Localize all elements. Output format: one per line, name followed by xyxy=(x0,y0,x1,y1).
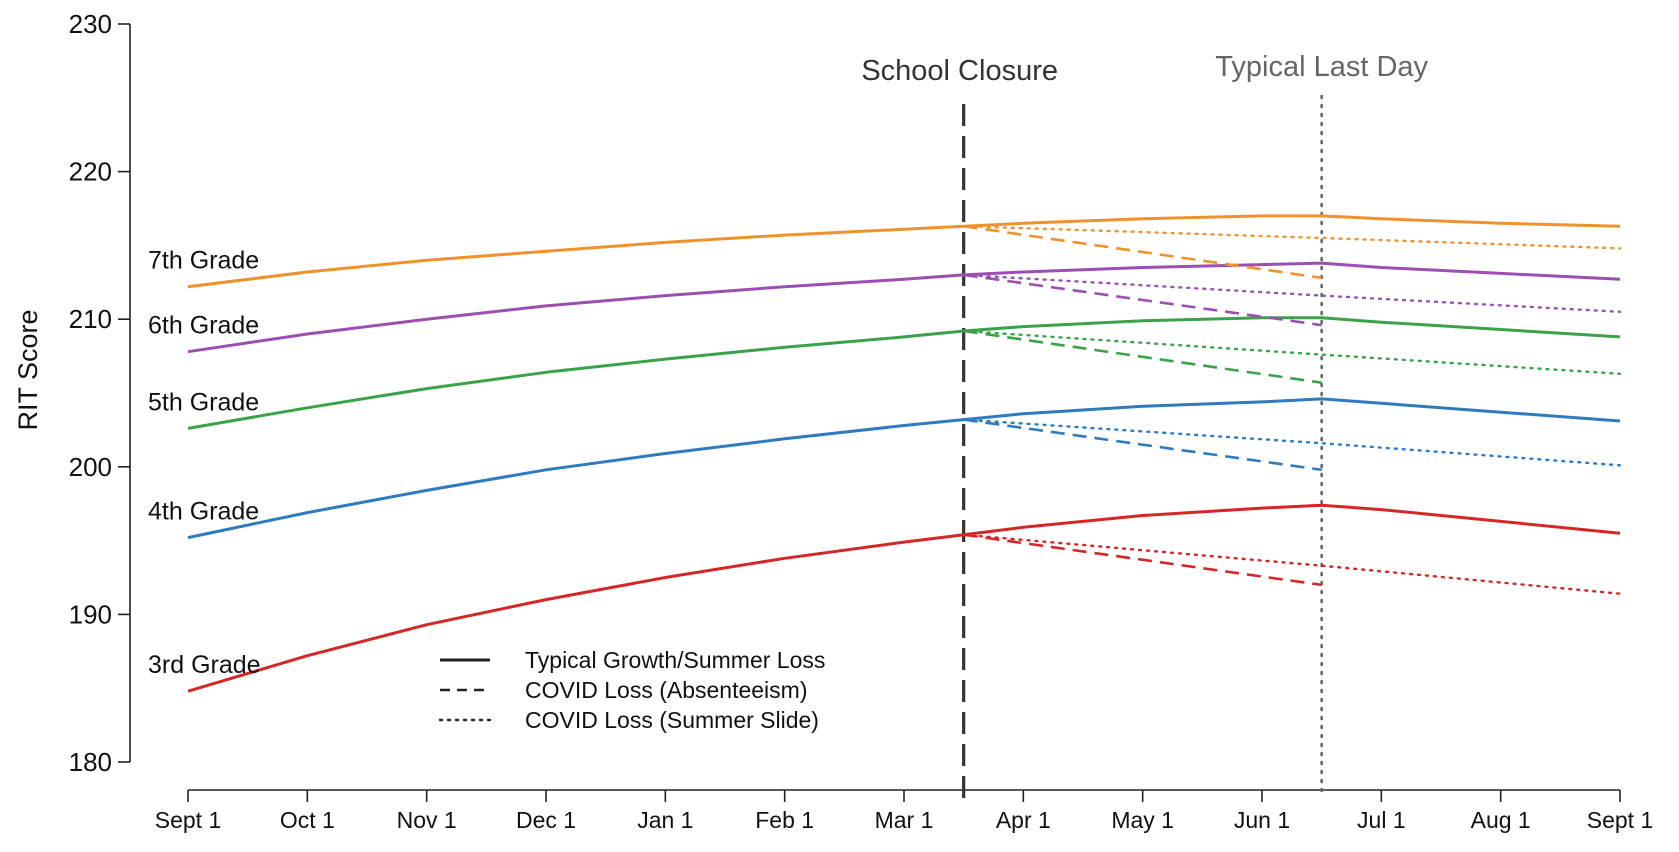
series-line-summer-slide xyxy=(962,273,1622,313)
x-tick-label: May 1 xyxy=(1111,807,1174,833)
y-tick-label: 210 xyxy=(69,304,112,334)
x-tick-label: Sept 1 xyxy=(155,807,222,833)
annotations: School Closure Typical Last Day xyxy=(861,51,1429,800)
y-tick-label: 230 xyxy=(69,9,112,39)
y-tick-label: 200 xyxy=(69,452,112,482)
legend-label: COVID Loss (Absenteeism) xyxy=(525,677,807,703)
legend-label: Typical Growth/Summer Loss xyxy=(525,647,825,673)
series-line-summer-slide xyxy=(962,533,1622,595)
y-tick-label: 190 xyxy=(69,599,112,629)
legend: Typical Growth/Summer Loss COVID Loss (Ab… xyxy=(438,647,825,733)
series-line-summer-slide xyxy=(962,329,1622,375)
x-tick-label: Mar 1 xyxy=(875,807,934,833)
series-label: 6th Grade xyxy=(148,312,259,340)
series-line-absenteeism xyxy=(963,224,1322,280)
y-tick-label: 220 xyxy=(69,157,112,187)
x-tick-label: Nov 1 xyxy=(397,807,457,833)
x-tick-label: Dec 1 xyxy=(516,807,576,833)
series-label: 5th Grade xyxy=(148,388,259,416)
reference-line-label: School Closure xyxy=(861,55,1058,87)
series-line-typical xyxy=(187,397,1621,540)
x-tick-label: Apr 1 xyxy=(996,807,1051,833)
series-line-typical xyxy=(187,503,1621,693)
series-line-absenteeism xyxy=(963,273,1322,327)
series xyxy=(187,214,1622,693)
x-tick-label: Jul 1 xyxy=(1357,807,1406,833)
grade-labels: 3rd Grade 4th Grade 5th Grade 6th Grade 7th … xyxy=(148,247,261,679)
x-tick-label: Sept 1 xyxy=(1587,807,1654,833)
x-tick-label: Aug 1 xyxy=(1471,807,1531,833)
reference-line-label: Typical Last Day xyxy=(1215,51,1428,83)
series-line-summer-slide xyxy=(962,418,1622,467)
series-line-typical xyxy=(187,261,1621,354)
x-tick-label: Jan 1 xyxy=(637,807,693,833)
series-3rd-grade xyxy=(187,503,1622,693)
series-6th-grade xyxy=(187,261,1622,354)
x-tick-label: Oct 1 xyxy=(280,807,335,833)
series-line-absenteeism xyxy=(963,329,1322,384)
axes: 180 190 200 210 220 230 Sept 1 Oct 1 Nov 1 Dec 1 J… xyxy=(69,9,1654,833)
x-tick-label: Jun 1 xyxy=(1234,807,1290,833)
series-5th-grade xyxy=(187,316,1622,430)
series-line-typical xyxy=(187,316,1621,430)
series-7th-grade xyxy=(187,214,1622,289)
series-line-summer-slide xyxy=(962,225,1622,250)
x-tick-label: Feb 1 xyxy=(755,807,814,833)
series-label: 3rd Grade xyxy=(148,651,261,679)
series-4th-grade xyxy=(187,397,1622,540)
y-tick-label: 180 xyxy=(69,747,112,777)
y-axis-title: RIT Score xyxy=(13,309,43,430)
legend-label: COVID Loss (Summer Slide) xyxy=(525,707,819,733)
series-line-absenteeism xyxy=(963,418,1322,472)
series-label: 4th Grade xyxy=(148,498,259,526)
series-line-absenteeism xyxy=(963,533,1322,587)
series-line-typical xyxy=(187,214,1621,289)
series-label: 7th Grade xyxy=(148,247,259,275)
